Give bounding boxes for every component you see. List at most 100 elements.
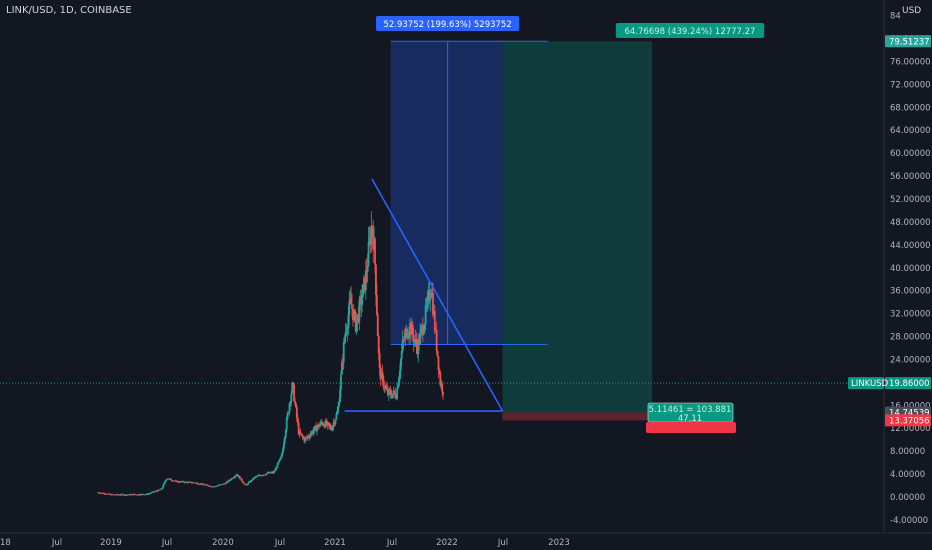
price-tick-label: 48.00000 [890, 218, 931, 228]
candle-body [104, 494, 107, 495]
candle-body [395, 397, 398, 399]
candle-body [145, 493, 148, 495]
price-tick-label: 40.00000 [890, 264, 931, 274]
candle-body [209, 485, 212, 487]
candle-body [404, 332, 407, 339]
candle-body [318, 424, 321, 428]
candle-body [116, 494, 119, 495]
candle-body [158, 489, 161, 491]
candle-body [418, 338, 421, 344]
candle-body [315, 425, 318, 432]
candle-body [301, 434, 304, 437]
candle-body [214, 486, 216, 487]
candle-body [193, 482, 196, 484]
candle-body [419, 332, 421, 344]
candle-body [421, 325, 423, 329]
candle-body [190, 481, 192, 483]
candle-body [274, 468, 277, 471]
stop-label-bg[interactable] [646, 422, 736, 433]
position-sublabel-text: 47.11 [678, 414, 702, 424]
candle-body [387, 389, 390, 396]
candle-body [100, 492, 103, 494]
candle-body [215, 486, 218, 487]
candle-body [152, 491, 155, 493]
candle-body [429, 297, 432, 301]
candle-body [191, 482, 193, 484]
candle-body [113, 494, 116, 496]
long-position-stop-zone[interactable] [502, 412, 653, 421]
candle-body [308, 436, 311, 438]
candle-body [154, 491, 157, 492]
candle-body [98, 492, 100, 494]
candle-body [326, 422, 329, 426]
candle-body [295, 403, 297, 408]
profit-label[interactable]: 64.76698 (439.24%) 12777.27 [615, 23, 765, 38]
candle-body [285, 418, 288, 431]
candle-body [247, 482, 249, 485]
price-tick-label: 36.00000 [890, 287, 931, 297]
candle-body [162, 484, 165, 488]
measure-box[interactable] [390, 41, 503, 345]
candle-body [302, 436, 305, 438]
candle-body [172, 480, 175, 482]
candle-body [351, 304, 353, 310]
candle-body [411, 324, 414, 335]
candle-body [171, 480, 174, 482]
candle-body [146, 493, 149, 495]
candle-body [426, 296, 429, 305]
price-tag[interactable]: 79.51237 [885, 35, 931, 48]
currency-button[interactable]: USD [902, 6, 922, 16]
candle-body [347, 315, 350, 329]
candle-body [188, 481, 191, 483]
price-tag[interactable]: 13.37056 [885, 414, 931, 427]
triangle-upper-trendline[interactable] [371, 178, 504, 412]
candle-body [383, 386, 386, 388]
price-axis[interactable]: -4.00000 0.00000 4.00000 8.00000 12.00000 16.… [883, 0, 931, 533]
candle-body [276, 463, 279, 468]
candle-body [410, 324, 413, 335]
candle-body [262, 474, 265, 476]
candle-body [368, 237, 371, 242]
candle-body [236, 474, 238, 476]
candle-body [363, 277, 366, 291]
candle-body [251, 478, 254, 481]
candle-body [413, 340, 416, 343]
candle-body [269, 472, 272, 474]
candle-body [142, 494, 145, 495]
candle-body [245, 484, 248, 486]
candle-body [243, 483, 246, 485]
candle-body [299, 431, 302, 435]
candle-body [433, 311, 436, 331]
candle-body [287, 411, 290, 413]
candle-body [393, 390, 396, 393]
candle-body [148, 493, 151, 495]
candle-body [199, 483, 202, 485]
time-tick-label: Jul [497, 538, 508, 548]
candle-body [169, 478, 172, 481]
price-tag-label: 79.51237 [889, 37, 930, 47]
candle-body [99, 493, 102, 494]
measure-label[interactable]: 52.93752 (199.63%) 5293752 [376, 16, 520, 31]
candle-body [322, 424, 325, 426]
candle-body [339, 389, 341, 403]
candle-body [428, 291, 431, 301]
candle-body [141, 494, 144, 495]
candle-body [228, 480, 231, 481]
candle-body [384, 386, 387, 388]
candle-body [346, 328, 349, 332]
candle-body [133, 494, 135, 496]
candle-body [165, 479, 168, 481]
candle-body [106, 493, 109, 495]
candle-body [282, 448, 284, 453]
price-tick-label: 32.00000 [890, 310, 931, 320]
candle-body [122, 494, 124, 496]
candle-body [149, 493, 152, 495]
candle-body [180, 481, 182, 483]
long-position-profit-zone[interactable] [502, 41, 653, 413]
candle-body [438, 370, 441, 373]
time-axis[interactable]: 18 Jul 2019 Jul 2020 Jul 2021 Jul 2022 Jul 2023 [0, 532, 932, 548]
price-tick-label: 16.00000 [890, 401, 931, 411]
